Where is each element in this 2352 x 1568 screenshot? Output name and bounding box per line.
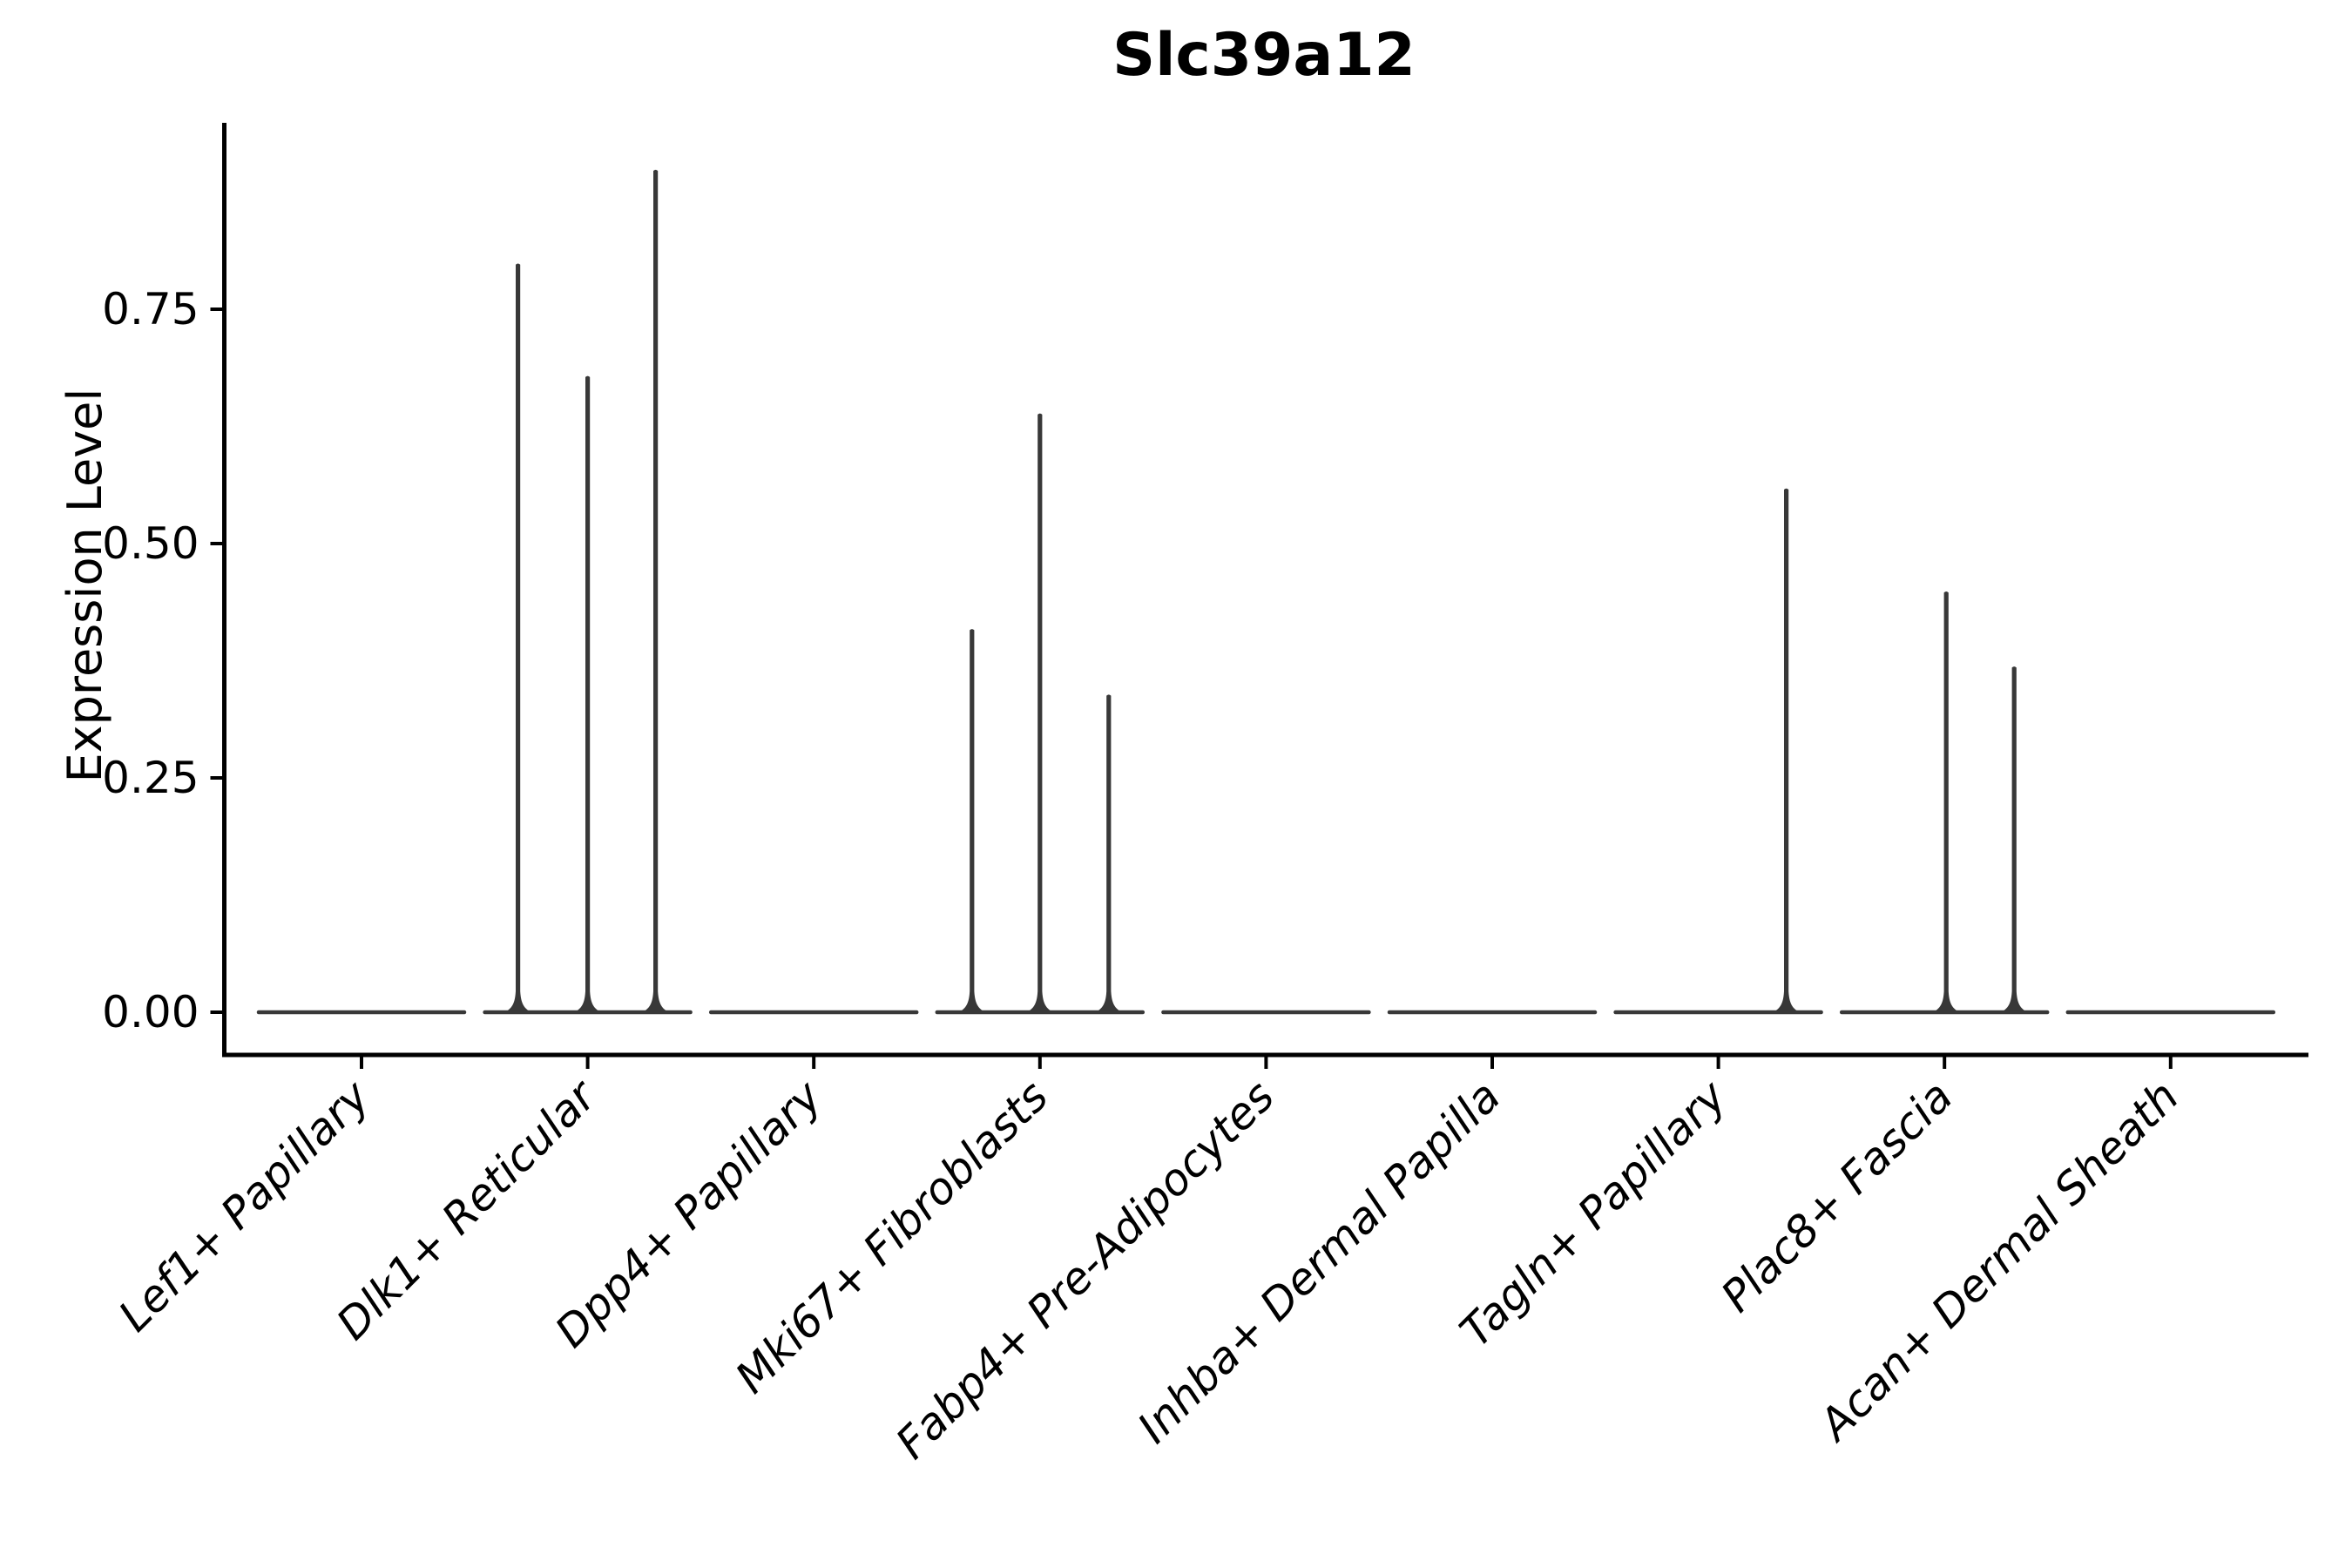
category-label: Acan+ Dermal Sheath — [1808, 1071, 2188, 1451]
chart-title: Slc39a12 — [1112, 21, 1416, 90]
expression-spike — [500, 263, 536, 1014]
expression-spike — [954, 629, 990, 1014]
expression-spike — [1768, 488, 1804, 1014]
expression-spike — [1022, 413, 1058, 1014]
expression-spike — [1997, 666, 2032, 1014]
expression-spike — [570, 375, 605, 1014]
y-tick-label: 0.75 — [102, 284, 199, 335]
expression-spike — [1929, 591, 1964, 1014]
y-tick-label: 0.50 — [102, 518, 199, 569]
y-tick-label: 0.00 — [102, 987, 199, 1037]
category-label: Fabp4+ Pre-Adipocytes — [886, 1071, 1284, 1469]
category-label: Inhba+ Dermal Papilla — [1128, 1071, 1510, 1452]
expression-spike — [1091, 694, 1126, 1014]
expression-spike — [638, 169, 673, 1014]
y-tick-label: 0.25 — [102, 753, 199, 803]
category-label: Plac8+ Fascia — [1712, 1071, 1963, 1321]
